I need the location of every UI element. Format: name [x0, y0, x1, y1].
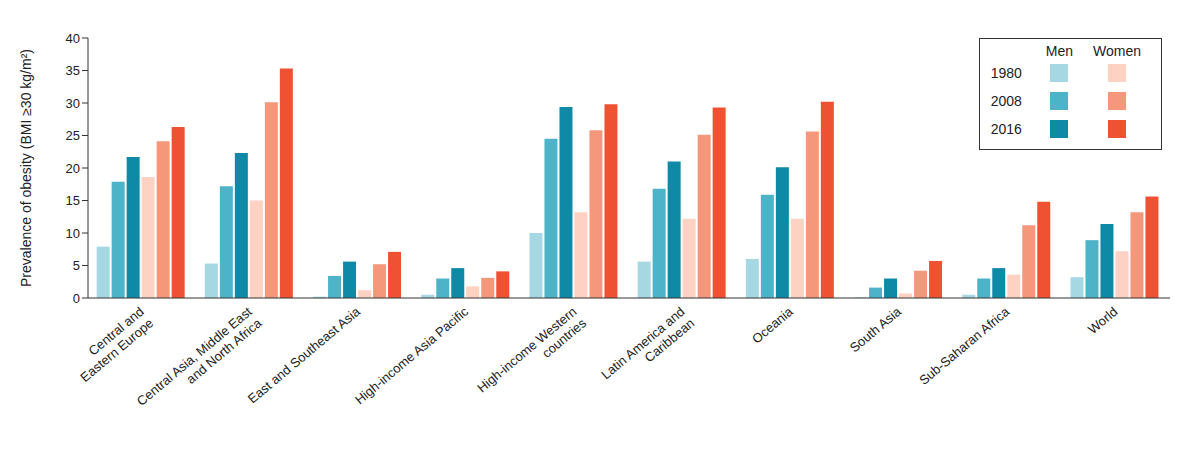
svg-text:Central Asia, Middle Eastand N: Central Asia, Middle Eastand North Afric…: [134, 303, 265, 420]
svg-text:35: 35: [66, 63, 80, 78]
svg-text:Prevalence of obesity (BMI ≥30: Prevalence of obesity (BMI ≥30 kg/m²): [18, 49, 34, 287]
svg-text:5: 5: [73, 258, 80, 273]
svg-text:High-income Westerncountries: High-income Westerncountries: [474, 304, 589, 407]
svg-text:30: 30: [66, 96, 80, 111]
html-text:2008: 2008: [990, 93, 1022, 109]
html-text:2016: 2016: [990, 121, 1022, 137]
svg-text:40: 40: [66, 31, 80, 46]
svg-text:15: 15: [66, 193, 80, 208]
html-text:1980: 1980: [990, 65, 1022, 81]
svg-text:World: World: [1085, 304, 1120, 337]
html-text:Men: Men: [1045, 43, 1073, 59]
svg-text:10: 10: [66, 226, 80, 241]
svg-text:0: 0: [73, 291, 80, 306]
svg-text:East and Southeast Asia: East and Southeast Asia: [245, 303, 364, 406]
html-text:Women: Women: [1093, 43, 1141, 59]
svg-text:Central andEastern Europe: Central andEastern Europe: [68, 304, 156, 385]
svg-text:Oceania: Oceania: [749, 303, 796, 346]
svg-text:South Asia: South Asia: [847, 303, 905, 355]
svg-text:Latin America andCaribbean: Latin America andCaribbean: [598, 304, 697, 394]
svg-text:20: 20: [66, 161, 80, 176]
svg-text:Sub-Saharan Africa: Sub-Saharan Africa: [916, 303, 1013, 387]
svg-text:25: 25: [66, 128, 80, 143]
svg-text:High-income Asia Pacific: High-income Asia Pacific: [352, 304, 472, 408]
